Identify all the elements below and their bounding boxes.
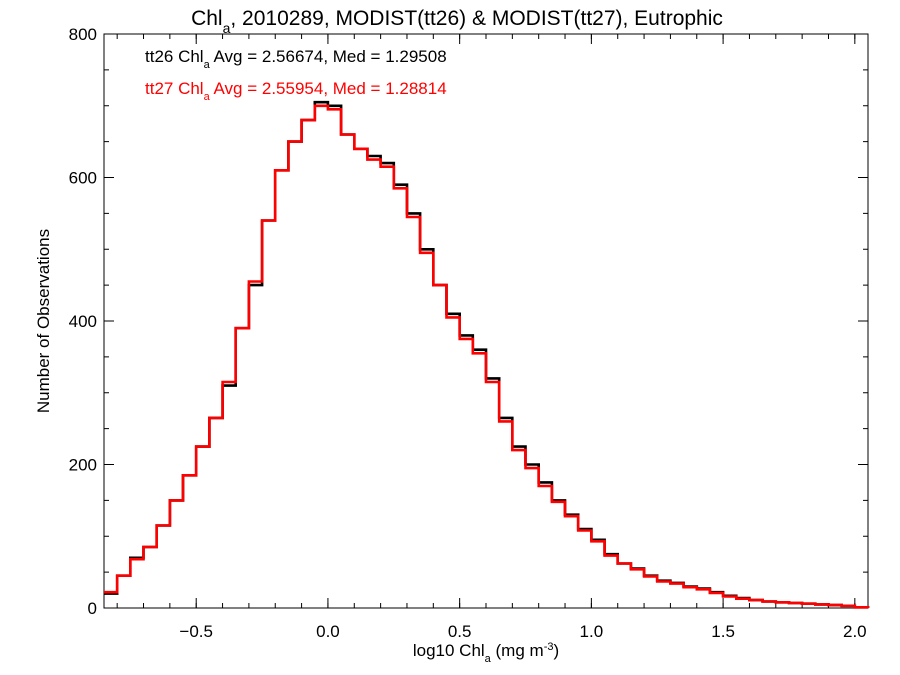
x-tick-label: 1.5 — [711, 622, 735, 641]
minor-ticks — [104, 33, 868, 609]
series-annotation-tt26: tt26 Chla Avg = 2.56674, Med = 1.29508 — [145, 47, 447, 71]
y-tick-label: 0 — [88, 599, 97, 618]
series-annotation-tt27: tt27 Chla Avg = 2.55954, Med = 1.28814 — [145, 79, 447, 103]
series-1 — [104, 104, 870, 609]
chart-title: Chla, 2010289, MODIST(tt26) & MODIST(tt2… — [191, 7, 723, 36]
x-tick-label: 1.0 — [580, 622, 604, 641]
y-tick-label: 200 — [69, 456, 97, 475]
y-tick-labels: 0 200 400 600 800 — [69, 25, 97, 618]
x-tick-label: 0.5 — [448, 622, 472, 641]
x-tick-labels: −0.5 0.0 0.5 1.0 1.5 2.0 — [179, 622, 866, 641]
y-tick-label: 600 — [69, 169, 97, 188]
x-tick-label: −0.5 — [179, 622, 213, 641]
x-tick-label: 0.0 — [316, 622, 340, 641]
x-tick-label: 2.0 — [843, 622, 867, 641]
y-axis-label: Number of Observations — [34, 229, 53, 413]
series-line — [104, 104, 870, 609]
series-layer — [104, 100, 870, 609]
y-tick-label: 400 — [69, 312, 97, 331]
plot-frame — [103, 33, 869, 609]
y-tick-label: 800 — [69, 25, 97, 44]
x-axis-label: log10 Chla (mg m-3) — [413, 641, 559, 665]
major-ticks — [104, 33, 868, 609]
